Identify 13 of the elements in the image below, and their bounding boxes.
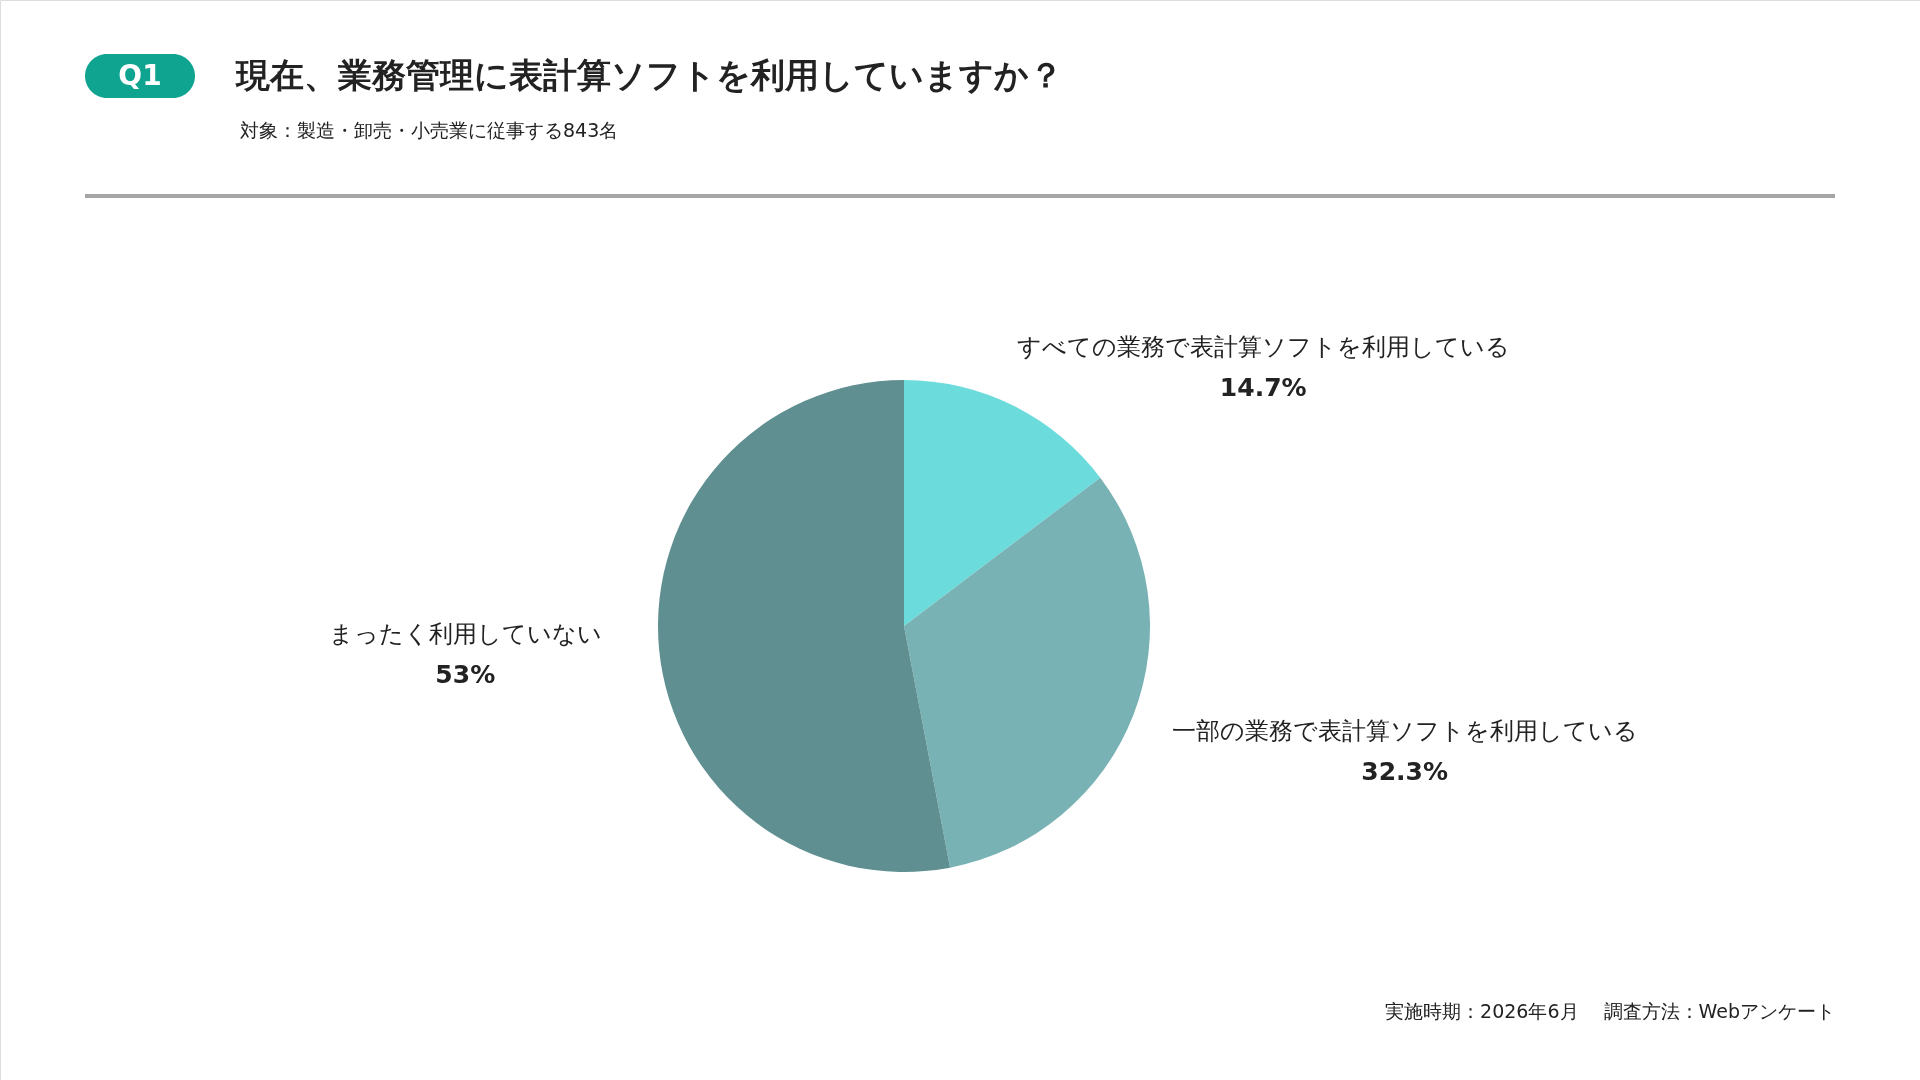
data-label: 14.7% <box>1219 373 1307 403</box>
data-label: 32.3% <box>1361 757 1448 787</box>
pie-slice <box>904 380 1101 626</box>
chart-subtitle: 対象：製造・卸売・小売業に従事する843名 <box>240 119 619 141</box>
slice-label: 一部の業務で表計算ソフトを利用している <box>1171 717 1638 746</box>
pie-slice <box>658 380 951 872</box>
pie-slice <box>904 477 1150 868</box>
slice-label: まったく利用していない <box>328 620 602 649</box>
chart-title: 現在、業務管理に表計算ソフトを利用していますか？ <box>235 55 1063 95</box>
slice-label: すべての業務で表計算ソフトを利用している <box>1016 333 1510 362</box>
text: 実施時期：2026年6月 調査方法：Webアンケート <box>1385 1000 1835 1022</box>
text: Q1 <box>118 59 162 92</box>
data-label: 53% <box>435 660 496 690</box>
